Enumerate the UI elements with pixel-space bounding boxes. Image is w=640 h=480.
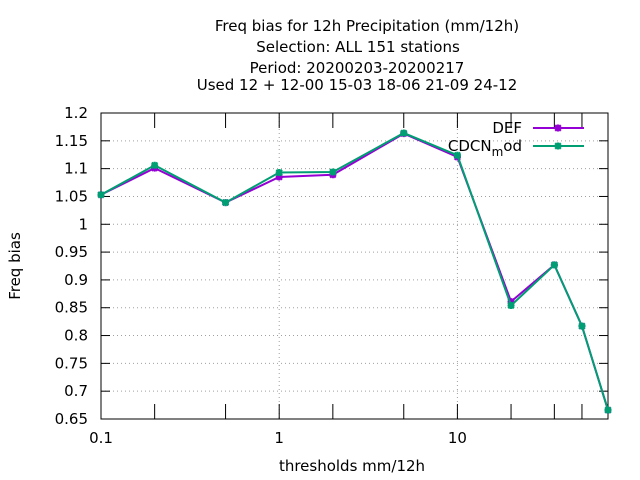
series-line-cdcn [100, 131, 609, 411]
grid-lines [101, 113, 608, 419]
y-tick-label: 1.2 [64, 104, 88, 122]
series-cdcn [97, 129, 612, 414]
series-layer [97, 129, 612, 414]
data-point-cdcn [151, 161, 159, 169]
data-point-cdcn [550, 261, 558, 269]
y-tick-label: 0.8 [64, 327, 88, 345]
title-line-4: Used 12 + 12-00 15-03 18-06 21-09 24-12 [197, 76, 518, 94]
data-point-cdcn [578, 322, 586, 330]
x-tick-label: 1 [274, 429, 284, 447]
legend-marker-def [554, 124, 562, 132]
data-point-cdcn [221, 198, 230, 207]
legend-label-cdcn-suffix: od [503, 137, 522, 155]
y-tick-label: 1 [78, 215, 88, 233]
y-tick-label: 0.75 [55, 354, 88, 372]
y-tick-label: 0.9 [64, 271, 88, 289]
y-tick-label: 0.65 [55, 410, 88, 428]
data-point-def [275, 173, 283, 181]
data-point-cdcn [400, 129, 408, 137]
data-point-def [507, 298, 515, 306]
legend-label-cdcn-main: CDCN [448, 137, 492, 155]
data-point-cdcn [507, 301, 515, 310]
chart-title: Freq bias for 12h Precipitation (mm/12h)… [197, 17, 519, 94]
legend: DEF CDCNmod [448, 119, 584, 159]
data-point-cdcn [604, 406, 612, 414]
y-tick-label: 0.85 [55, 299, 88, 317]
legend-marker-cdcn [554, 142, 562, 150]
series-line-def [100, 132, 609, 411]
legend-label-cdcn: CDCNmod [448, 137, 522, 159]
tick-labels: 0.65 0.7 0.75 0.8 0.85 0.9 0.95 1 1.05 1.1 1.15 1.2… [55, 104, 467, 447]
x-tick-label: 0.1 [89, 429, 113, 447]
data-point-cdcn [329, 168, 337, 176]
legend-swatches [533, 124, 584, 150]
data-point-cdcn [453, 151, 461, 159]
plot-frame [100, 112, 609, 420]
x-axis-label: thresholds mm/12h [279, 457, 425, 475]
legend-label-def: DEF [492, 119, 522, 137]
y-tick-label: 0.7 [64, 382, 88, 400]
title-line-1: Freq bias for 12h Precipitation (mm/12h) [215, 17, 519, 35]
y-tick-label: 1.15 [55, 132, 88, 150]
data-point-cdcn [275, 168, 283, 177]
title-line-2: Selection: ALL 151 stations [256, 38, 460, 56]
y-tick-label: 0.95 [55, 243, 88, 261]
data-point-cdcn [97, 191, 105, 199]
axis-ticks [100, 112, 608, 420]
series-def [97, 130, 612, 414]
y-tick-label: 1.05 [55, 187, 88, 205]
legend-label-cdcn-sub: m [492, 145, 504, 159]
y-tick-label: 1.1 [64, 160, 88, 178]
title-line-3: Period: 20200203-20200217 [250, 59, 465, 77]
x-tick-label: 10 [448, 429, 467, 447]
y-axis-label: Freq bias [6, 232, 24, 300]
